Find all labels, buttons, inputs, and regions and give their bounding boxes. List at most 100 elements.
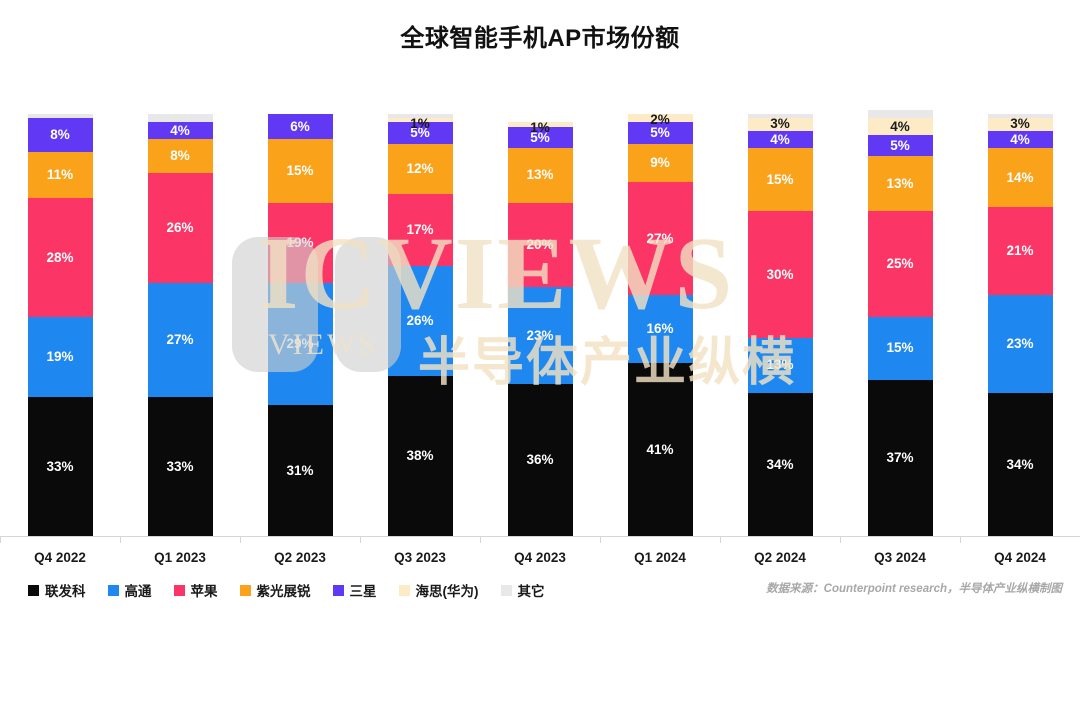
bar-segment[interactable]: 5% (627, 122, 693, 144)
stacked-bar[interactable]: 38% 26% 17% 12% 5% 1% (387, 88, 453, 536)
legend-item[interactable]: 紫光展锐 (239, 580, 311, 600)
bar-segment[interactable]: 1% (507, 121, 573, 134)
legend-swatch-icon (398, 584, 410, 596)
bar-segment[interactable]: 34% (987, 392, 1053, 536)
bar-segment[interactable]: 20% (507, 202, 573, 288)
bar-segment[interactable]: 27% (147, 282, 213, 397)
bar-segment-label: 27% (646, 230, 674, 246)
bar-segment[interactable]: 9% (627, 143, 693, 182)
bar-segment[interactable]: 33% (147, 396, 213, 536)
bar-segment-label: 4% (890, 118, 910, 134)
bar-segment[interactable]: 31% (267, 405, 333, 536)
legend-swatch-icon (28, 584, 39, 596)
stacked-bar[interactable]: 36% 23% 20% 13% 5% 1% (507, 88, 573, 536)
legend-item[interactable]: 其它 (500, 580, 545, 600)
x-axis-tick (120, 536, 121, 543)
bar-segment[interactable] (747, 114, 813, 119)
bar-segment[interactable]: 4% (147, 122, 213, 140)
bar-segment[interactable]: 23% (507, 287, 573, 385)
bar-segment[interactable]: 41% (627, 362, 693, 536)
bar-segment[interactable]: 3% (747, 117, 813, 131)
stacked-bar[interactable]: 34% 13% 30% 15% 4% 3% (747, 88, 813, 536)
bar-segment-label: 15% (766, 171, 794, 187)
bar-segment[interactable]: 3% (987, 116, 1053, 132)
bar-segment[interactable]: 16% (627, 295, 693, 363)
bar-segment-label: 36% (526, 452, 554, 468)
bar-segment[interactable] (867, 109, 933, 119)
bar-segment-label: 15% (286, 163, 314, 179)
bar-segment[interactable]: 8% (27, 118, 93, 153)
bar-segment[interactable]: 11% (27, 152, 93, 199)
legend-item[interactable]: 苹果 (173, 580, 218, 600)
bar-segment[interactable]: 13% (747, 337, 813, 393)
x-axis-tick (600, 536, 601, 543)
bar-segment-label: 19% (286, 234, 314, 250)
bar-segment[interactable]: 25% (867, 211, 933, 317)
legend-item[interactable]: 联发科 (28, 580, 86, 600)
bar-segment[interactable]: 15% (747, 147, 813, 212)
bar-segment[interactable]: 26% (387, 265, 453, 376)
stacked-bar-group: 33% 19% 28% 11% 8% 33% 27% 26% 8% 4% 31% 29% 19% 15% 6… (0, 88, 1080, 536)
bar-segment[interactable]: 6% (267, 114, 333, 140)
bar-segment[interactable]: 33% (27, 396, 93, 536)
bar-segment[interactable]: 28% (27, 198, 93, 317)
bar-segment-label: 15% (886, 340, 914, 356)
bar-segment[interactable]: 37% (867, 379, 933, 536)
bar-segment[interactable]: 15% (867, 316, 933, 380)
bar-segment[interactable]: 13% (867, 156, 933, 212)
bar-segment[interactable]: 12% (387, 143, 453, 195)
bar-segment[interactable]: 5% (867, 135, 933, 157)
bar-segment[interactable]: 19% (267, 202, 333, 283)
bar-segment-label: 11% (46, 167, 74, 183)
legend-swatch-icon (500, 584, 512, 596)
bar-segment[interactable]: 4% (987, 130, 1053, 148)
legend-swatch-icon (239, 584, 251, 596)
bar-segment-label: 13% (886, 175, 914, 191)
bar-segment[interactable]: 5% (507, 126, 573, 148)
bar-segment-label: 33% (166, 458, 194, 474)
bar-segment[interactable]: 23% (987, 295, 1053, 393)
bar-segment[interactable]: 13% (507, 147, 573, 203)
bar-column: 33% 19% 28% 11% 8% (0, 88, 120, 536)
bar-segment-label: 3% (1010, 116, 1030, 132)
bar-segment[interactable]: 21% (987, 206, 1053, 296)
bar-segment[interactable]: 14% (987, 147, 1053, 207)
bar-segment[interactable]: 27% (627, 181, 693, 296)
bar-segment[interactable]: 5% (387, 122, 453, 144)
bar-segment[interactable]: 4% (747, 130, 813, 148)
legend-item[interactable]: 三星 (332, 580, 377, 600)
bar-segment[interactable]: 26% (147, 173, 213, 283)
bar-segment[interactable] (27, 114, 93, 119)
stacked-bar[interactable]: 33% 27% 26% 8% 4% (147, 88, 213, 536)
legend-label: 联发科 (45, 584, 86, 599)
legend-label: 高通 (124, 584, 152, 599)
bar-segment[interactable]: 1% (387, 117, 453, 130)
x-axis-tick (720, 536, 721, 543)
bar-segment[interactable]: 8% (147, 139, 213, 174)
bar-segment[interactable]: 15% (267, 139, 333, 203)
bar-segment[interactable]: 29% (267, 282, 333, 406)
stacked-bar[interactable]: 33% 19% 28% 11% 8% (27, 88, 93, 536)
stacked-bar[interactable]: 37% 15% 25% 13% 5% 4% (867, 88, 933, 536)
bar-segment[interactable]: 34% (747, 392, 813, 536)
bar-segment[interactable] (387, 114, 453, 119)
x-axis-label: Q2 2023 (274, 549, 326, 565)
x-axis-label: Q4 2023 (514, 549, 566, 565)
bar-segment[interactable]: 30% (747, 211, 813, 338)
bar-segment[interactable] (987, 114, 1053, 119)
bar-segment[interactable]: 2% (627, 113, 693, 126)
x-axis-label: Q3 2024 (874, 549, 926, 565)
legend-item[interactable]: 高通 (107, 580, 152, 600)
x-axis-ticks (0, 536, 1080, 543)
bar-segment[interactable]: 36% (507, 384, 573, 536)
bar-segment[interactable]: 4% (867, 118, 933, 136)
bar-segment[interactable]: 38% (387, 375, 453, 536)
stacked-bar[interactable]: 31% 29% 19% 15% 6% (267, 88, 333, 536)
x-axis-line (0, 536, 1080, 537)
legend-item[interactable]: 海思(华为) (398, 580, 479, 600)
stacked-bar[interactable]: 41% 16% 27% 9% 5% 2% (627, 88, 693, 536)
bar-segment[interactable]: 17% (387, 194, 453, 266)
stacked-bar[interactable]: 34% 23% 21% 14% 4% 3% (987, 88, 1053, 536)
bar-segment[interactable]: 19% (27, 316, 93, 397)
bar-segment[interactable] (147, 114, 213, 123)
